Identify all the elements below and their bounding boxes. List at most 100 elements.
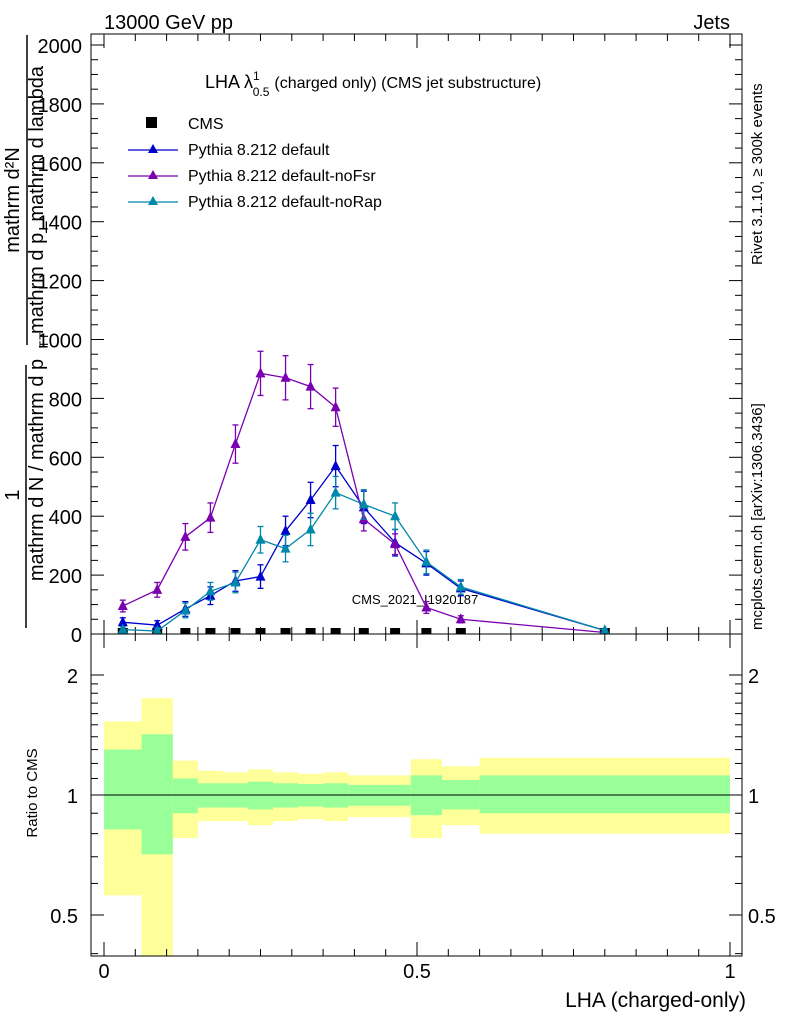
data-point-cms	[305, 628, 316, 638]
ratio-band-inner	[104, 749, 142, 830]
legend: CMS Pythia 8.212 default Pythia 8.212 de…	[128, 116, 382, 211]
ratio-y-tick-label-right: 0.5	[748, 906, 776, 928]
ratio-band-inner	[247, 781, 274, 810]
data-point-norap	[180, 604, 191, 615]
data-point-norap	[117, 623, 128, 634]
data-point-norap	[455, 580, 466, 591]
series-line-nofsr	[122, 372, 605, 634]
data-point-norap	[305, 523, 316, 534]
data-point-default	[330, 460, 341, 471]
data-point-nofsr	[205, 511, 216, 522]
legend-norap-marker	[148, 196, 158, 205]
ylabel-sub-inner: T	[37, 340, 51, 348]
legend-cms-label: CMS	[188, 116, 224, 133]
ratio-y-tick-label: 0.5	[50, 906, 78, 928]
ratio-axes: 0.5 0.5 1 1 2 2 0 0.5 1	[50, 634, 776, 983]
main-y-tick-label: 2000	[38, 36, 83, 58]
main-y-tick-label: 200	[49, 566, 82, 588]
legend-nofsr-marker	[148, 170, 158, 179]
data-point-cms	[280, 628, 291, 638]
data-point-default	[255, 570, 266, 581]
x-tick-label: 1	[724, 961, 735, 983]
data-point-default	[152, 619, 163, 630]
data-point-default	[305, 494, 316, 505]
data-point-nofsr	[117, 600, 128, 611]
data-point-norap	[230, 576, 241, 587]
data-point-nofsr	[152, 583, 163, 594]
process-label: Jets	[693, 12, 730, 34]
main-y-tick-label: 1400	[38, 213, 83, 235]
legend-default-marker	[148, 144, 158, 153]
data-point-cms	[455, 628, 466, 638]
main-plot-frame	[90, 33, 743, 635]
main-y-tick-label: 600	[49, 448, 82, 470]
data-point-cms	[390, 628, 401, 638]
data-point-default	[117, 616, 128, 627]
data-point-norap	[330, 486, 341, 497]
mcplots-label: mcplots.cern.ch [arXiv:1306.3436]	[749, 403, 766, 630]
ylabel-numerator: mathrm d²N	[2, 147, 24, 253]
energy-label: 13000 GeV pp	[104, 12, 233, 34]
plot-title: LHA λ1 0.5 (charged only) (CMS jet substru…	[205, 69, 541, 99]
data-point-nofsr	[180, 530, 191, 541]
data-point-cms	[205, 628, 216, 638]
main-y-tick-label: 1800	[38, 95, 83, 117]
data-point-norap	[152, 625, 163, 636]
data-point-norap	[358, 498, 369, 509]
main-series-layer	[117, 350, 610, 638]
ratio-band-inner	[172, 778, 198, 814]
ratio-plot-border	[90, 633, 743, 957]
data-point-nofsr	[421, 601, 432, 612]
main-y-axis: 0 200 400 600 800 1000 1200 1400 1600 1800 2000	[38, 36, 742, 647]
data-point-cms	[421, 628, 432, 638]
data-point-cms	[255, 628, 266, 638]
x-tick-label: 0.5	[403, 961, 431, 983]
data-point-norap	[255, 533, 266, 544]
data-point-nofsr	[255, 367, 266, 378]
legend-nofsr-label: Pythia 8.212 default-noFsr	[188, 168, 376, 185]
data-point-cms	[230, 628, 241, 638]
legend-cms-marker	[146, 117, 157, 128]
data-point-nofsr	[280, 371, 291, 382]
data-point-norap	[390, 510, 401, 521]
ylabel-den-sub: T	[37, 332, 51, 340]
data-point-nofsr	[455, 613, 466, 624]
ratio-y-tick-label-right: 1	[748, 786, 759, 808]
data-point-cms	[330, 628, 341, 638]
data-point-nofsr	[330, 401, 341, 412]
ratio-y-tick-label: 2	[67, 666, 78, 688]
main-y-tick-label: 1600	[38, 154, 83, 176]
data-point-norap	[280, 542, 291, 553]
rivet-label: Rivet 3.1.10, ≥ 300k events	[749, 83, 766, 265]
ratio-band-inner	[141, 734, 173, 855]
data-point-nofsr	[230, 438, 241, 449]
ratio-bands	[91, 698, 742, 956]
x-tick-label: 0	[98, 961, 109, 983]
ratio-y-tick-label: 1	[67, 786, 78, 808]
data-point-default	[280, 524, 291, 535]
analysis-watermark: CMS_2021_I1920187	[352, 592, 479, 607]
ratio-band-inner	[479, 775, 730, 814]
main-y-tick-label: 800	[49, 389, 82, 411]
data-point-norap	[205, 585, 216, 596]
main-y-tick-label: 1200	[38, 272, 83, 294]
series-line-norap	[122, 491, 605, 632]
main-y-axis-label: mathrm d²N mathrm d p_mathrm d lambda T …	[2, 35, 51, 628]
ratio-y-tick-label-right: 2	[748, 666, 759, 688]
x-axis-label: LHA (charged-only)	[565, 989, 746, 1012]
main-y-tick-label: 400	[49, 507, 82, 529]
legend-default-label: Pythia 8.212 default	[188, 142, 330, 159]
data-point-norap	[421, 555, 432, 566]
main-y-tick-label: 1000	[38, 331, 83, 353]
data-point-nofsr	[305, 380, 316, 391]
main-x-ticks	[103, 34, 731, 634]
legend-norap-label: Pythia 8.212 default-noRap	[188, 194, 382, 211]
data-point-cms	[180, 628, 191, 638]
data-point-cms	[358, 628, 369, 638]
data-point-norap	[599, 624, 610, 635]
main-y-tick-label: 0	[71, 625, 82, 647]
data-point-nofsr	[390, 538, 401, 549]
ylabel-fraction-one: 1	[2, 489, 24, 500]
ylabel-denominator: mathrm d N / mathrm d p	[26, 359, 48, 581]
